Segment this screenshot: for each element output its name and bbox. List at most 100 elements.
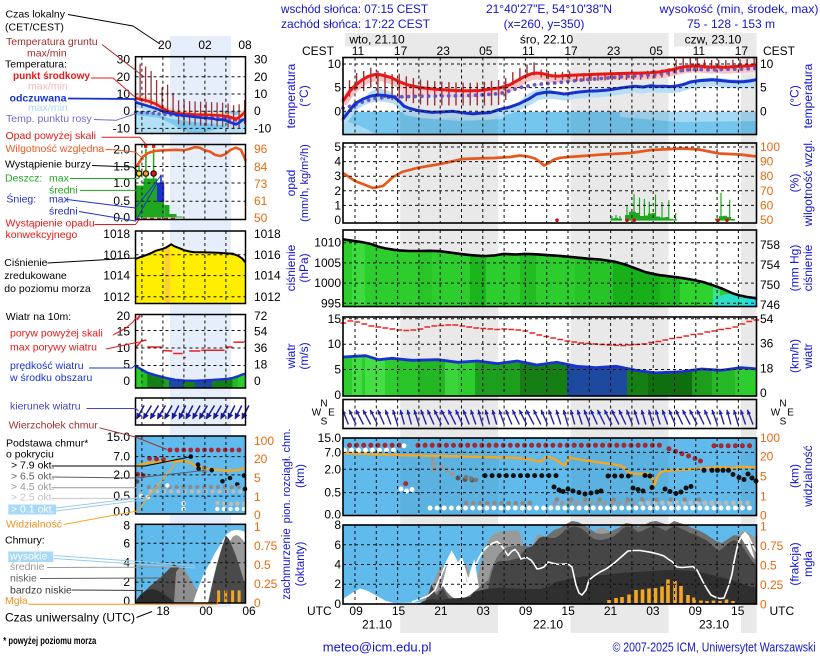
svg-text:17: 17 — [564, 44, 578, 58]
svg-text:1018: 1018 — [103, 227, 130, 241]
svg-text:> 6.5 okt.: > 6.5 okt. — [11, 470, 55, 482]
svg-text:S: S — [321, 417, 328, 428]
svg-text:konwekcyjnego: konwekcyjnego — [6, 229, 78, 241]
svg-text:20: 20 — [254, 70, 268, 84]
svg-text:50: 50 — [254, 211, 268, 225]
svg-text:opad: opad — [284, 170, 298, 197]
svg-text:754: 754 — [760, 258, 780, 272]
svg-text:max/min: max/min — [27, 47, 67, 59]
svg-text:Wierzchołek chmur: Wierzchołek chmur — [9, 420, 99, 432]
svg-text:0: 0 — [123, 374, 130, 388]
svg-text:Wystąpienie opadu: Wystąpienie opadu — [6, 217, 95, 229]
svg-text:15: 15 — [392, 604, 406, 618]
svg-text:73: 73 — [254, 177, 268, 191]
svg-text:00: 00 — [199, 604, 213, 618]
svg-text:Wiatr na 10m:: Wiatr na 10m: — [6, 311, 71, 323]
svg-text:0: 0 — [254, 374, 261, 388]
svg-text:wysokość (min, środek, max): wysokość (min, środek, max) — [658, 2, 818, 16]
svg-text:11: 11 — [522, 44, 535, 58]
svg-text:śro, 22.10: śro, 22.10 — [520, 33, 574, 47]
svg-text:20: 20 — [760, 449, 774, 463]
svg-text:W: W — [771, 408, 781, 419]
svg-text:(frakcja): (frakcja) — [788, 542, 802, 585]
svg-text:0.25: 0.25 — [760, 578, 784, 592]
svg-text:2.0: 2.0 — [113, 142, 130, 156]
svg-text:5: 5 — [334, 363, 341, 377]
svg-text:0: 0 — [254, 596, 261, 610]
svg-text:0.25: 0.25 — [254, 577, 278, 591]
svg-text:1018: 1018 — [254, 227, 281, 241]
svg-text:0.0: 0.0 — [113, 505, 130, 519]
svg-text:0.75: 0.75 — [760, 539, 784, 553]
svg-text:Wystąpienie burzy: Wystąpienie burzy — [5, 158, 91, 170]
svg-text:21°40'27"E, 54°10'38"N: 21°40'27"E, 54°10'38"N — [486, 2, 612, 16]
svg-text:max/min: max/min — [28, 102, 68, 114]
svg-text:> 4.5 okt.: > 4.5 okt. — [11, 481, 55, 493]
svg-text:wysokie: wysokie — [9, 550, 48, 562]
svg-text:0: 0 — [254, 508, 261, 522]
svg-text:84: 84 — [254, 160, 268, 174]
svg-text:7.0: 7.0 — [113, 450, 130, 464]
svg-text:(m/s): (m/s) — [297, 342, 311, 369]
svg-text:05: 05 — [479, 44, 493, 58]
svg-text:Opad powyżej skali: Opad powyżej skali — [6, 130, 96, 142]
svg-text:1014: 1014 — [103, 269, 130, 283]
svg-text:75 - 128 - 153 m: 75 - 128 - 153 m — [687, 17, 775, 31]
svg-text:0: 0 — [123, 104, 130, 118]
svg-text:pion. rozciągł. chm.: pion. rozciągł. chm. — [281, 429, 293, 524]
svg-text:max/min: max/min — [28, 81, 68, 93]
svg-text:widzialność: widzialność — [801, 445, 815, 507]
svg-text:1016: 1016 — [254, 248, 281, 262]
svg-text:Widzialność: Widzialność — [6, 518, 62, 530]
svg-text:E: E — [328, 408, 335, 419]
svg-text:E: E — [787, 408, 794, 419]
svg-text:średnie: średnie — [10, 561, 45, 573]
svg-text:30: 30 — [254, 53, 268, 67]
svg-text:(°C): (°C) — [788, 85, 802, 106]
svg-text:(km): (km) — [293, 464, 307, 488]
svg-text:zachód słońca: 17:22 CEST: zachód słońca: 17:22 CEST — [281, 17, 431, 31]
svg-text:kierunek wiatru: kierunek wiatru — [10, 400, 81, 412]
svg-text:54: 54 — [254, 325, 268, 339]
svg-text:15: 15 — [561, 604, 575, 618]
svg-text:max porywy wiatru: max porywy wiatru — [10, 341, 97, 353]
svg-text:© 2007-2025 ICM, Uniwersytet W: © 2007-2025 ICM, Uniwersytet Warszawski — [613, 641, 816, 655]
svg-text:UTC: UTC — [770, 604, 795, 618]
svg-text:100: 100 — [760, 431, 780, 445]
svg-text:1: 1 — [760, 490, 767, 504]
svg-text:(°C): (°C) — [297, 85, 311, 106]
svg-text:1010: 1010 — [314, 236, 341, 250]
svg-text:11: 11 — [693, 44, 706, 58]
svg-text:09: 09 — [689, 604, 703, 618]
svg-text:03: 03 — [646, 604, 660, 618]
svg-text:wiatr: wiatr — [801, 343, 815, 369]
svg-text:-10: -10 — [113, 121, 131, 135]
svg-text:72: 72 — [254, 309, 268, 323]
svg-text:punkt środkowy: punkt środkowy — [13, 70, 90, 82]
svg-text:1012: 1012 — [254, 290, 281, 304]
svg-text:(CET/CEST): (CET/CEST) — [5, 22, 64, 34]
svg-text:UTC: UTC — [307, 604, 332, 618]
svg-text:wilgotność wzgl.: wilgotność wzgl. — [801, 140, 815, 228]
svg-text:8: 8 — [123, 518, 130, 532]
svg-text:1: 1 — [334, 198, 341, 212]
svg-text:> 7.9 okt.: > 7.9 okt. — [11, 459, 55, 471]
svg-text:90: 90 — [760, 155, 774, 169]
svg-text:2: 2 — [123, 575, 130, 589]
svg-text:0.75: 0.75 — [254, 539, 278, 553]
svg-text:18: 18 — [254, 358, 268, 372]
svg-text:0: 0 — [254, 104, 261, 118]
svg-text:Śnieg:: Śnieg: — [6, 193, 36, 206]
svg-text:Mgła: Mgła — [5, 595, 28, 607]
svg-text:zredukowane: zredukowane — [4, 270, 67, 282]
svg-text:5: 5 — [254, 471, 261, 485]
svg-text:3: 3 — [334, 169, 341, 183]
svg-text:N: N — [779, 399, 786, 410]
svg-text:0.0: 0.0 — [113, 211, 130, 225]
svg-text:15: 15 — [117, 325, 131, 339]
svg-text:09: 09 — [519, 604, 533, 618]
svg-text:995: 995 — [321, 296, 341, 310]
svg-text:0.5: 0.5 — [760, 559, 777, 573]
svg-text:(oktanty): (oktanty) — [295, 541, 307, 586]
svg-text:11: 11 — [352, 44, 365, 58]
